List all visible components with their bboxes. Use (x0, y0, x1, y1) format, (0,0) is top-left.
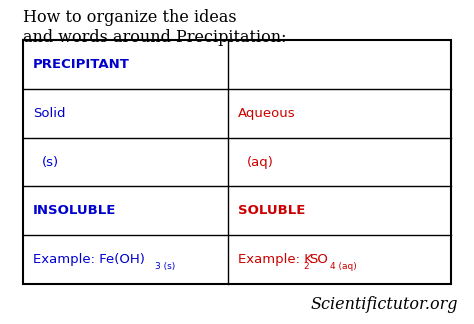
Text: (s): (s) (41, 156, 59, 168)
Text: SO: SO (310, 253, 328, 266)
Text: and words around Precipitation:: and words around Precipitation: (23, 29, 286, 46)
Text: 2: 2 (303, 262, 309, 271)
Text: How to organize the ideas: How to organize the ideas (23, 9, 236, 27)
Text: 4 (aq): 4 (aq) (330, 262, 356, 271)
Text: PRECIPITANT: PRECIPITANT (33, 58, 130, 71)
Text: Example: K: Example: K (238, 253, 313, 266)
Text: 3 (s): 3 (s) (155, 262, 175, 271)
Bar (23, 40, 451, 284)
Text: Aqueous: Aqueous (238, 107, 296, 120)
Text: SOLUBLE: SOLUBLE (238, 204, 305, 217)
Text: Solid: Solid (33, 107, 65, 120)
Text: INSOLUBLE: INSOLUBLE (33, 204, 116, 217)
Text: (aq): (aq) (246, 156, 273, 168)
Text: Example: Fe(OH): Example: Fe(OH) (33, 253, 145, 266)
Text: Scientifictutor.org: Scientifictutor.org (311, 296, 458, 313)
